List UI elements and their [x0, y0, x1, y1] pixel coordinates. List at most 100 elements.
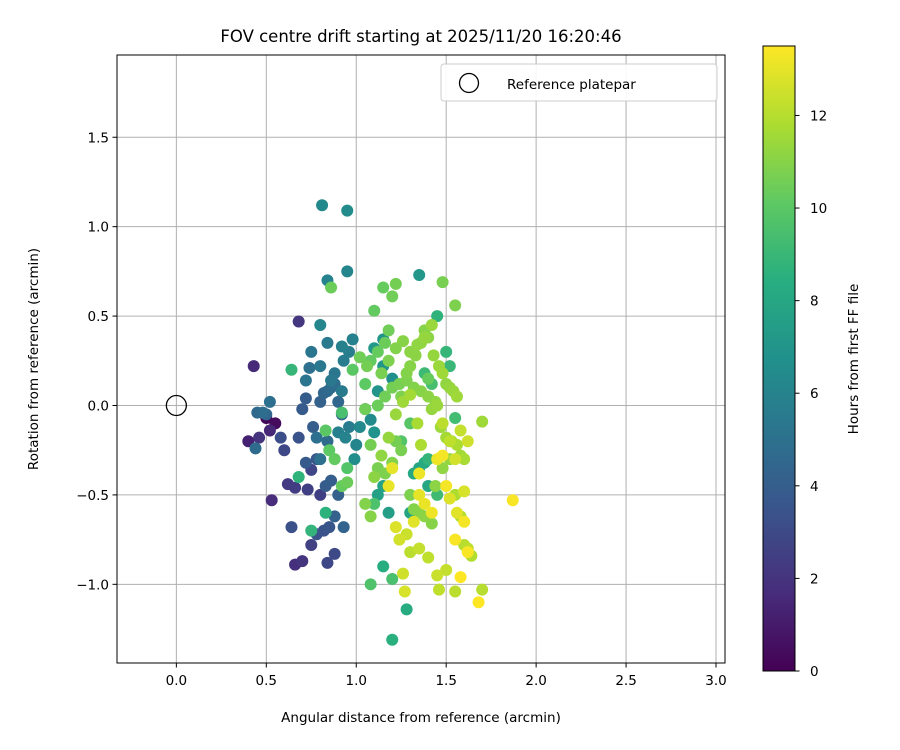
data-point	[449, 299, 462, 312]
x-tick-label: 1.5	[435, 673, 456, 689]
data-point	[332, 395, 345, 408]
data-point	[382, 479, 395, 492]
data-point	[450, 506, 463, 519]
data-point	[436, 417, 449, 430]
data-point	[296, 555, 309, 568]
colorbar-tick-label: 12	[810, 108, 827, 124]
colorbar: 0 2 4 6 8 10 12 Hours from first FF file	[762, 45, 862, 680]
data-point	[382, 431, 395, 444]
data-point	[440, 479, 453, 492]
data-point	[305, 524, 318, 537]
plot-frame	[116, 54, 726, 664]
data-point	[386, 290, 399, 303]
data-point	[382, 506, 395, 519]
data-point	[337, 521, 350, 534]
data-point	[348, 453, 361, 466]
data-point	[425, 319, 438, 332]
data-point	[364, 438, 377, 451]
y-tick-label: 1.0	[88, 220, 109, 236]
data-point	[335, 340, 348, 353]
data-point	[299, 456, 312, 469]
data-point	[337, 354, 350, 367]
data-point	[346, 363, 359, 376]
y-tick-label: 0.0	[88, 398, 109, 414]
data-point	[425, 506, 438, 519]
data-point	[314, 360, 327, 373]
data-point	[413, 488, 426, 501]
data-point	[440, 564, 453, 577]
data-point	[305, 538, 318, 551]
data-point	[319, 424, 332, 437]
data-point	[359, 497, 372, 510]
data-point	[377, 560, 390, 573]
data-point	[454, 571, 467, 584]
data-point	[449, 412, 462, 425]
data-point	[449, 533, 462, 546]
data-point	[368, 471, 381, 484]
data-point	[436, 449, 449, 462]
x-tick-label: 0.0	[166, 673, 187, 689]
data-point	[382, 354, 395, 367]
data-point	[397, 567, 410, 580]
data-point	[249, 442, 262, 455]
data-point	[359, 403, 372, 416]
x-tick-label: 2.5	[615, 673, 636, 689]
data-point	[389, 408, 402, 421]
data-point	[303, 361, 316, 374]
legend-box	[440, 63, 718, 102]
data-point	[299, 374, 312, 387]
data-point	[321, 556, 334, 569]
x-tick-label: 2.0	[525, 673, 546, 689]
data-points	[165, 199, 519, 646]
data-point	[458, 485, 471, 498]
data-point	[411, 417, 424, 430]
legend-marker-reference	[458, 72, 480, 94]
data-point	[458, 515, 471, 528]
data-point	[443, 435, 456, 448]
data-point	[375, 449, 388, 462]
data-point	[404, 546, 417, 559]
data-point	[292, 471, 305, 484]
y-axis-label: Rotation from reference (arcmin)	[26, 248, 42, 470]
data-point	[274, 431, 287, 444]
data-point	[443, 492, 456, 505]
y-tick-label: −1.0	[76, 577, 109, 593]
data-point	[379, 390, 392, 403]
data-point	[404, 488, 417, 501]
data-point	[343, 420, 356, 433]
data-point	[314, 488, 327, 501]
data-point	[398, 585, 411, 598]
data-point	[431, 310, 444, 323]
data-point	[386, 462, 399, 475]
data-point	[404, 388, 417, 401]
data-point	[422, 551, 435, 564]
legend: Reference platepar	[440, 63, 718, 102]
data-point	[263, 395, 276, 408]
colorbar-tick-label: 4	[810, 479, 819, 495]
data-point	[353, 351, 366, 364]
data-point	[325, 281, 338, 294]
data-point	[247, 360, 260, 373]
data-point	[321, 435, 334, 448]
data-point	[299, 392, 312, 405]
data-point	[341, 265, 354, 278]
data-point	[454, 424, 467, 437]
data-point	[449, 585, 462, 598]
data-point	[436, 276, 449, 289]
data-point	[361, 360, 374, 373]
data-point	[278, 444, 291, 457]
data-point	[389, 277, 402, 290]
colorbar-tick-label: 0	[810, 664, 819, 680]
data-point	[436, 462, 449, 475]
data-point	[389, 521, 402, 534]
data-point	[413, 467, 426, 480]
data-point	[386, 572, 399, 585]
data-point	[371, 399, 384, 412]
data-point	[395, 444, 408, 457]
grid-lines	[117, 55, 725, 663]
data-point	[350, 438, 363, 451]
data-point	[296, 403, 309, 416]
data-point	[323, 444, 336, 457]
data-point	[418, 331, 431, 344]
